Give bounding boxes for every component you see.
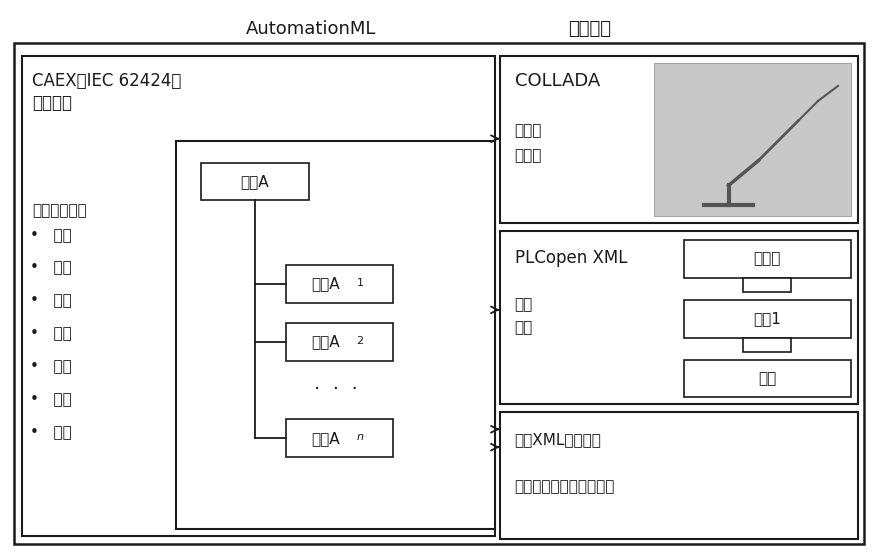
Bar bbox=[22, 56, 494, 536]
Text: 顶层格式: 顶层格式 bbox=[567, 20, 610, 38]
Text: 结束: 结束 bbox=[758, 371, 775, 386]
Text: 对象A: 对象A bbox=[240, 174, 269, 189]
Text: •   接口: • 接口 bbox=[30, 359, 72, 374]
Text: 1: 1 bbox=[356, 278, 363, 288]
Bar bbox=[683, 360, 850, 397]
Bar bbox=[683, 300, 850, 338]
Text: COLLADA: COLLADA bbox=[514, 72, 599, 90]
Bar bbox=[743, 338, 790, 351]
Bar bbox=[499, 231, 857, 404]
Text: 对象A: 对象A bbox=[311, 431, 340, 446]
Text: 2: 2 bbox=[356, 336, 363, 346]
Bar bbox=[499, 56, 857, 223]
Text: •   特性: • 特性 bbox=[30, 326, 72, 341]
Text: •   引用: • 引用 bbox=[30, 425, 72, 439]
Text: CAEX（IEC 62424）: CAEX（IEC 62424） bbox=[32, 72, 182, 90]
Text: 初始化: 初始化 bbox=[752, 252, 781, 267]
Text: 序列: 序列 bbox=[514, 320, 532, 335]
Bar bbox=[499, 412, 857, 539]
Bar bbox=[743, 278, 790, 292]
Text: n: n bbox=[356, 432, 363, 442]
Text: 更多XML标准格式: 更多XML标准格式 bbox=[514, 432, 601, 447]
Text: 步骤1: 步骤1 bbox=[752, 311, 781, 326]
Text: 工厂拓扑信息: 工厂拓扑信息 bbox=[32, 203, 87, 218]
Text: 运动学: 运动学 bbox=[514, 148, 541, 163]
Text: •   组件: • 组件 bbox=[30, 294, 72, 309]
Text: AutomationML: AutomationML bbox=[246, 20, 375, 38]
Text: 行为: 行为 bbox=[514, 297, 532, 312]
Bar bbox=[285, 323, 393, 360]
Bar bbox=[285, 419, 393, 457]
Text: 对象A: 对象A bbox=[311, 276, 340, 291]
Text: •   关系: • 关系 bbox=[30, 392, 72, 407]
Text: •   工厂: • 工厂 bbox=[30, 228, 72, 243]
Bar bbox=[201, 163, 309, 201]
Text: PLCopen XML: PLCopen XML bbox=[514, 249, 626, 267]
Text: 对象A: 对象A bbox=[311, 334, 340, 349]
Bar bbox=[176, 141, 494, 529]
Bar bbox=[683, 240, 850, 278]
Text: 几何学: 几何学 bbox=[514, 123, 541, 138]
Bar bbox=[653, 63, 850, 216]
Text: 顶层格式: 顶层格式 bbox=[32, 94, 72, 112]
Bar bbox=[285, 265, 393, 303]
Text: ·  ·  ·: · · · bbox=[313, 380, 357, 399]
Text: 工程信息更多方面的内容: 工程信息更多方面的内容 bbox=[514, 480, 614, 495]
Text: •   单元: • 单元 bbox=[30, 261, 72, 276]
